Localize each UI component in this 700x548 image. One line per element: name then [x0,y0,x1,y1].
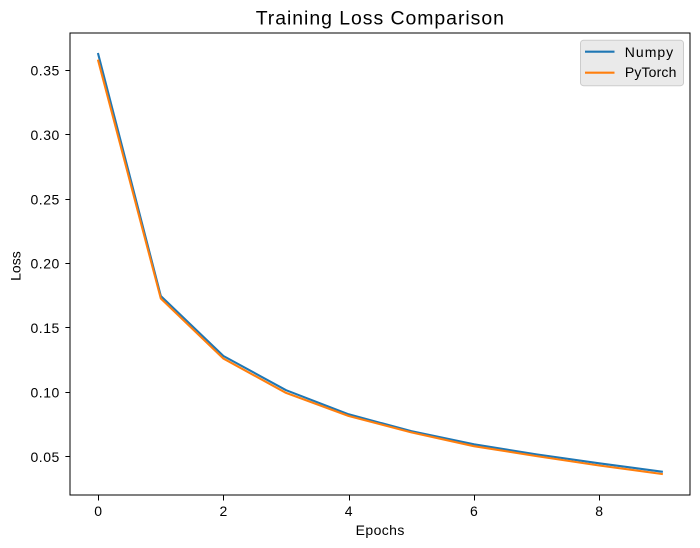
svg-text:Numpy: Numpy [625,44,674,60]
svg-text:0.15: 0.15 [30,320,59,336]
svg-text:0.30: 0.30 [30,127,59,143]
svg-text:0.20: 0.20 [30,256,59,272]
svg-text:Loss: Loss [8,251,24,281]
svg-text:0.25: 0.25 [30,191,59,207]
svg-text:6: 6 [470,503,478,519]
svg-text:0.10: 0.10 [30,385,59,401]
svg-text:2: 2 [220,503,228,519]
svg-text:0: 0 [94,503,102,519]
svg-text:0.35: 0.35 [30,62,59,78]
svg-text:8: 8 [595,503,603,519]
svg-text:Epochs: Epochs [356,522,405,538]
svg-text:0.05: 0.05 [30,449,59,465]
svg-text:4: 4 [345,503,353,519]
svg-text:PyTorch: PyTorch [625,64,677,80]
svg-text:Training Loss Comparison: Training Loss Comparison [256,8,505,30]
